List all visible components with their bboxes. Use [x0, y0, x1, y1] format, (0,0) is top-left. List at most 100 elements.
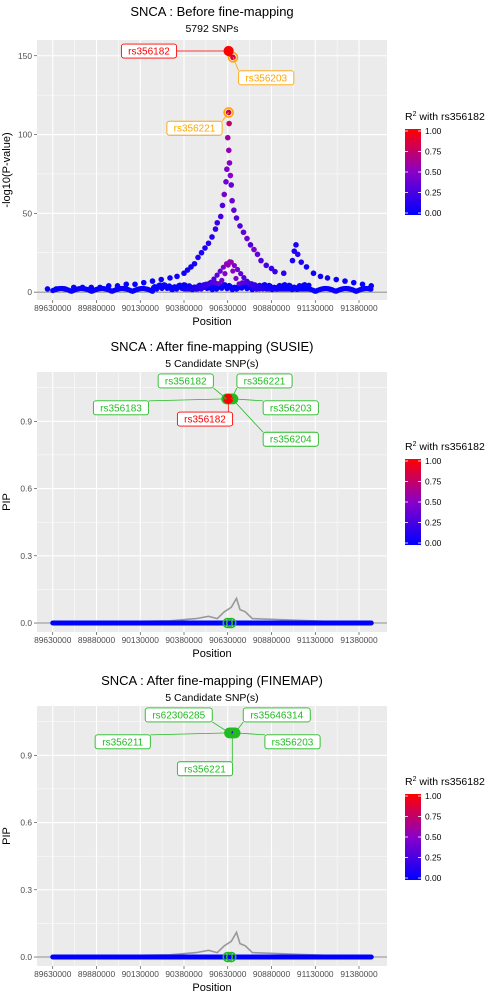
chart-title: SNCA : After fine-mapping (FINEMAP) — [101, 673, 323, 688]
snp-label: rs356221 — [244, 376, 286, 387]
data-marks — [44, 45, 375, 294]
x-tick-label: 91380000 — [340, 969, 378, 979]
y-axis-title: PIP — [1, 827, 13, 845]
snp-point — [298, 259, 305, 265]
snp-point — [228, 182, 235, 188]
snp-point — [230, 268, 236, 274]
r2-legend: R2 with rs356182 1.00 0.75 0.50 0.25 0.00 — [405, 111, 485, 218]
snp-point — [254, 251, 261, 258]
snp-point — [227, 172, 234, 179]
x-axis-title: Position — [192, 982, 231, 994]
snp-label-box — [236, 373, 293, 389]
snp-point — [223, 179, 229, 185]
snp-point — [140, 279, 147, 286]
snp-label: rs62306285 — [152, 710, 205, 721]
plot-area — [37, 372, 387, 632]
x-tick-label: 91380000 — [340, 303, 378, 313]
x-tick-label: 89880000 — [78, 969, 116, 979]
label-connector — [235, 732, 265, 736]
snp-label: rs356203 — [245, 73, 287, 84]
legend-tick-label: 1.00 — [425, 126, 442, 136]
y-tick-label: 0.0 — [20, 618, 32, 628]
snp-point — [216, 281, 222, 287]
snp-point — [181, 270, 187, 277]
legend-title: R2 with rs356182 — [405, 776, 485, 788]
legend-title: R2 with rs356182 — [405, 111, 485, 123]
snp-point — [158, 276, 165, 283]
snp-point — [272, 268, 278, 275]
snp-point — [294, 251, 301, 258]
snp-point — [114, 283, 121, 289]
snp-point — [198, 249, 205, 256]
snp-point — [247, 242, 254, 248]
r2-legend: R2 with rs356182 1.00 0.75 0.50 0.25 0.00 — [405, 776, 485, 883]
x-tick-label: 90380000 — [165, 969, 203, 979]
legend-tick-label: 0.00 — [425, 538, 442, 548]
snp-label-box — [242, 707, 311, 723]
x-tick-label: 89630000 — [34, 303, 72, 313]
x-tick-label: 90630000 — [209, 969, 247, 979]
snp-point — [317, 273, 324, 280]
x-tick-label: 90880000 — [253, 635, 291, 645]
snp-point — [167, 275, 173, 281]
label-connector — [234, 721, 244, 734]
label-connector — [148, 398, 227, 402]
snp-label-box — [92, 400, 150, 416]
x-tick-label: 89630000 — [34, 635, 72, 645]
legend-tick-label: 1.00 — [425, 456, 442, 466]
gwas-panel: SNCA : Before fine-mapping 5792 SNPs 0 50 10… — [1, 4, 485, 328]
snp-label: rs356203 — [270, 403, 312, 414]
snp-point — [214, 272, 220, 278]
legend-tick-label: 0.75 — [425, 477, 442, 487]
snp-label: rs356203 — [272, 737, 314, 748]
x-tick-label: 90130000 — [122, 969, 160, 979]
snp-point — [289, 257, 296, 264]
snp-label-box — [144, 707, 213, 723]
snp-point — [293, 242, 299, 248]
snp-point — [231, 207, 237, 213]
x-axis-title: Position — [192, 316, 231, 328]
x-tick-label: 91130000 — [297, 635, 334, 645]
y-tick-label: 100 — [18, 130, 32, 140]
legend-tick-label: 0.50 — [425, 497, 442, 507]
legend-tick-label: 0.25 — [425, 188, 442, 198]
snp-point — [226, 160, 233, 166]
chart-subtitle: 5792 SNPs — [185, 23, 238, 35]
snp-label: rs356182 — [184, 415, 226, 426]
snp-point — [237, 223, 243, 229]
snp-point — [132, 281, 138, 288]
snp-point — [342, 278, 348, 284]
snp-point — [212, 226, 219, 232]
snp-label: rs356211 — [102, 737, 143, 748]
label-connector — [213, 387, 227, 400]
color-bar — [405, 129, 421, 215]
snp-label-box — [264, 734, 321, 750]
snp-point — [88, 284, 95, 291]
snp-point — [226, 147, 232, 154]
x-tick-label: 90380000 — [165, 635, 203, 645]
snp-point — [324, 275, 331, 281]
snp-point — [333, 276, 340, 283]
top-snp-ring — [223, 107, 234, 118]
plot-area — [37, 40, 387, 300]
x-tick-label: 91130000 — [297, 303, 334, 313]
snp-point — [53, 286, 60, 292]
snp-point — [219, 277, 225, 283]
r2-legend: R2 with rs356182 1.00 0.75 0.50 0.25 0.00 — [405, 441, 485, 548]
snp-label-box — [262, 431, 319, 447]
y-tick-label: 0.9 — [20, 416, 32, 426]
x-tick-label: 90380000 — [165, 303, 203, 313]
snp-point — [209, 234, 215, 240]
snp-label-box — [262, 400, 319, 416]
snp-point — [149, 278, 156, 284]
x-tick-label: 89630000 — [34, 969, 72, 979]
label-connector — [212, 721, 230, 734]
color-bar — [405, 459, 421, 545]
snp-point — [224, 134, 231, 141]
snp-point — [310, 270, 317, 277]
snp-label-box — [120, 43, 178, 59]
x-tick-label: 90880000 — [253, 969, 291, 979]
snp-point — [303, 264, 310, 270]
pip-line — [52, 930, 372, 958]
